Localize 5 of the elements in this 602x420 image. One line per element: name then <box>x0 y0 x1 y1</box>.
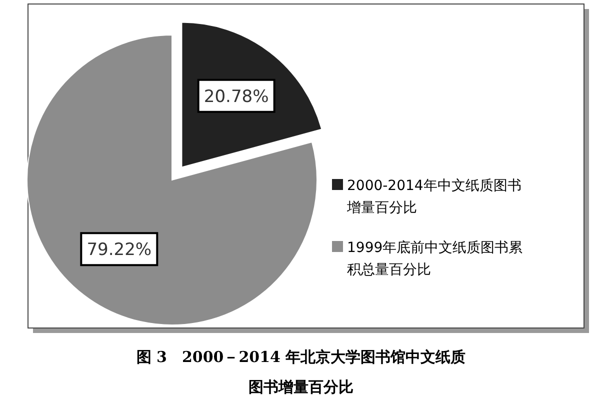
data-label: 20.78% <box>204 86 269 107</box>
data-label: 79.22% <box>86 240 152 260</box>
legend-label: 2000-2014年中文纸质图书增量百分比 <box>346 178 522 216</box>
legend-label: 1999年底前中文纸质图书累积总量百分比 <box>347 240 523 278</box>
text: 图 3 2000－2014 年北京大学图书馆中文纸质图书增量百分比 <box>136 348 466 396</box>
